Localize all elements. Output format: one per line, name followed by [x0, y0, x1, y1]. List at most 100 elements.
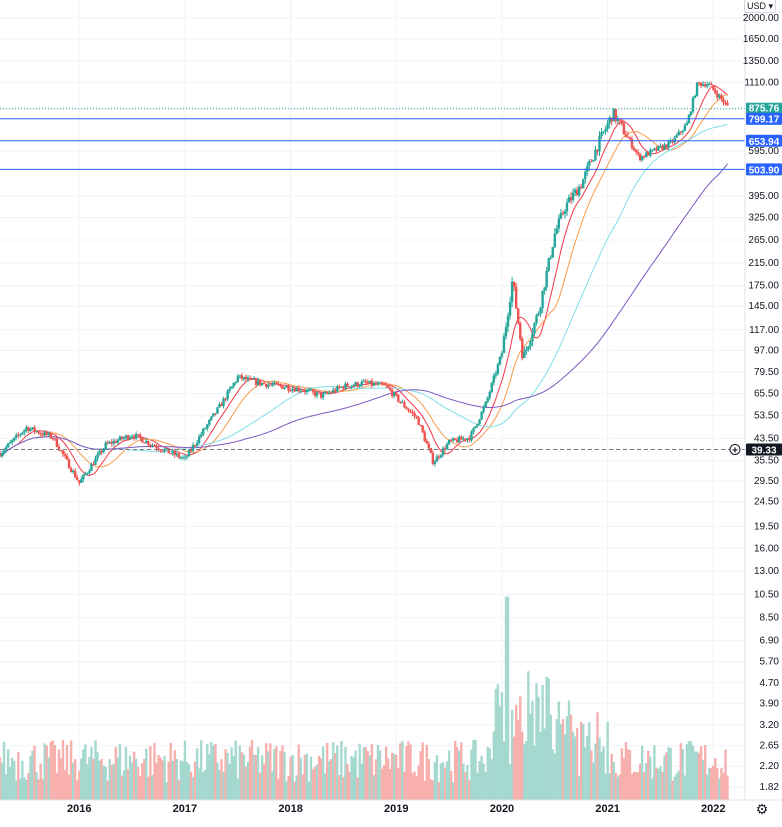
candle-body: [417, 417, 420, 425]
volume-bar: [393, 753, 396, 800]
volume-bar: [464, 772, 467, 800]
volume-bar: [435, 755, 439, 800]
candle-body: [547, 258, 550, 271]
y-tick-label: 175.00: [748, 281, 779, 292]
volume-bar: [100, 758, 103, 800]
volume-bar: [409, 744, 412, 800]
candle-body: [464, 438, 467, 441]
candlesticks: [0, 81, 729, 486]
candle-body: [521, 338, 524, 359]
candle-body: [720, 95, 723, 100]
candle-body: [118, 436, 122, 441]
candle-body: [153, 445, 156, 447]
volume-bar: [378, 750, 382, 800]
volume-bar: [571, 731, 575, 800]
volume-bar: [722, 772, 725, 800]
candle-body: [226, 390, 229, 400]
candle-body: [484, 401, 487, 408]
volume-bar: [445, 761, 449, 800]
volume-bar: [708, 767, 711, 800]
candle-body: [108, 441, 111, 444]
volume-bar: [433, 761, 437, 800]
candle-body: [248, 377, 252, 379]
volume-bar: [37, 779, 40, 800]
candle-body: [15, 434, 18, 438]
volume-bar: [391, 752, 394, 800]
volume-bar: [346, 763, 349, 800]
candle-body: [573, 189, 577, 193]
volume-bar: [336, 745, 339, 800]
candle-body: [69, 468, 73, 472]
volume-bar: [498, 706, 502, 800]
time-axis: 2016 2017 2018 2019 2020 2021 2022: [0, 799, 782, 815]
volume-bar: [96, 752, 99, 800]
volume-bar: [608, 773, 611, 800]
volume-bar: [580, 721, 583, 800]
volume-bar: [720, 768, 723, 800]
volume-bar: [317, 755, 321, 800]
volume-bar: [458, 750, 461, 800]
candle-body: [575, 189, 579, 196]
volume-bar: [620, 748, 624, 800]
volume-bar: [202, 772, 205, 800]
volume-bar: [706, 774, 709, 800]
volume-bar: [636, 772, 640, 800]
level-tag-value: 503.90: [749, 165, 780, 176]
volume-bar: [356, 777, 359, 800]
candle-body: [388, 387, 392, 391]
candle-body: [472, 428, 475, 433]
candle-body: [657, 145, 660, 151]
volume-bar: [297, 744, 300, 800]
candle-body: [710, 83, 713, 86]
candle-body: [677, 131, 680, 136]
candle-body: [561, 212, 565, 215]
volume-bar: [472, 739, 475, 800]
volume-bar: [29, 756, 32, 800]
candle-body: [311, 389, 315, 392]
volume-bar: [120, 775, 124, 800]
currency-label: USD: [746, 1, 766, 11]
ma-line-longest: [0, 163, 728, 457]
volume-bar: [614, 772, 617, 800]
y-tick-label: 3.90: [760, 698, 780, 709]
candle-body: [10, 440, 14, 443]
candle-body: [433, 461, 437, 465]
volume-bar: [248, 746, 252, 800]
candle-body: [139, 434, 142, 439]
candle-body: [567, 197, 571, 203]
volume-bar: [218, 769, 221, 800]
candle-body: [236, 376, 239, 383]
volume-bar: [230, 747, 233, 800]
candle-body: [380, 382, 384, 385]
volume-bar: [130, 762, 134, 800]
currency-selector[interactable]: USD ▾: [744, 0, 776, 13]
candle-body: [582, 179, 585, 189]
candle-body: [429, 448, 433, 453]
candle-body: [421, 425, 424, 433]
volume-bar: [395, 755, 398, 800]
volume-bar: [149, 746, 152, 800]
candle-body: [443, 448, 447, 450]
volume-bar: [382, 765, 386, 800]
candle-body: [197, 436, 201, 443]
volume-bar: [360, 763, 363, 800]
volume-bar: [220, 759, 223, 800]
settings-gear-icon[interactable]: ⚙: [755, 801, 769, 817]
candle-body: [193, 445, 197, 447]
volume-bar: [214, 743, 217, 800]
candle-body: [122, 437, 126, 439]
volume-bar: [102, 765, 105, 800]
candle-body: [661, 145, 664, 150]
x-tick-label: 2016: [67, 803, 91, 815]
volume-bar: [476, 772, 479, 800]
candle-body: [301, 390, 304, 392]
volume-bar: [228, 763, 231, 800]
candle-body: [230, 386, 233, 389]
volume-bar: [185, 761, 189, 800]
candle-body: [724, 102, 727, 104]
candle-body: [348, 386, 351, 388]
volume-bar: [159, 757, 162, 800]
candle-body: [673, 137, 676, 143]
y-tick-label: 35.50: [754, 456, 779, 467]
